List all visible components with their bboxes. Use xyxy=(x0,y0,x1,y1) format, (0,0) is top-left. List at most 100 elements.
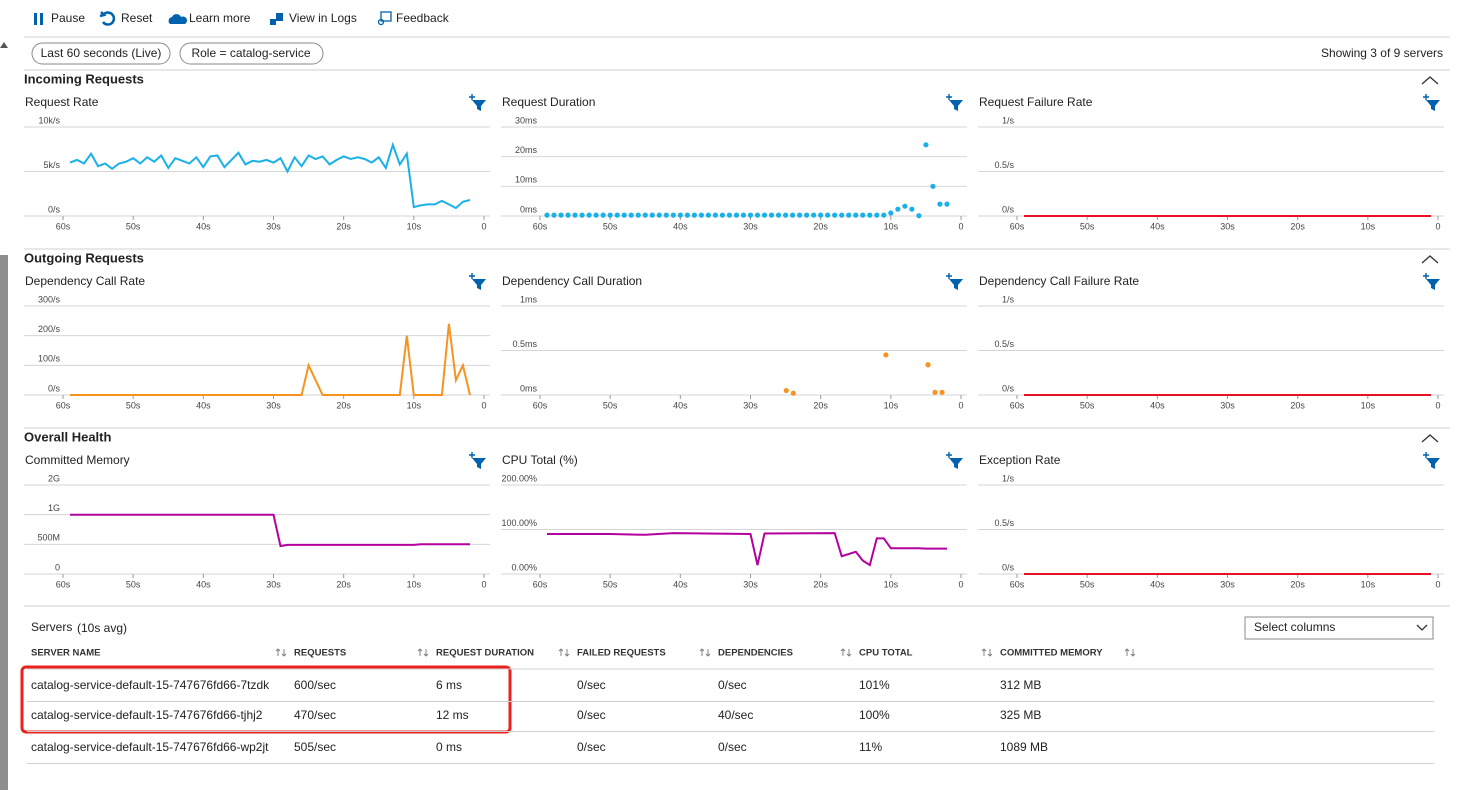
filter-plus[interactable] xyxy=(469,452,475,458)
x-tick-label: 0 xyxy=(958,400,963,410)
y-tick-label: 10k/s xyxy=(38,115,60,125)
collapse-chevron[interactable] xyxy=(1421,76,1439,85)
sort-icon[interactable] xyxy=(558,648,570,657)
filter-plus[interactable] xyxy=(1423,452,1429,458)
filter-plus[interactable] xyxy=(946,273,952,279)
data-point xyxy=(726,212,733,218)
column-header[interactable]: SERVER NAME xyxy=(31,648,101,659)
data-point xyxy=(698,212,704,218)
column-header[interactable]: REQUEST DURATION xyxy=(436,648,534,659)
toolbar-button[interactable]: Learn more xyxy=(189,11,251,25)
y-tick-label: 500M xyxy=(37,533,60,543)
toolbar-button[interactable]: Feedback xyxy=(396,11,450,25)
table-cell: 11% xyxy=(859,740,882,754)
time-filter[interactable]: Last 60 seconds (Live) xyxy=(41,46,162,60)
data-point xyxy=(565,212,571,218)
filter-plus[interactable] xyxy=(469,273,475,279)
sort-icon[interactable] xyxy=(699,648,711,657)
time-filter-pill[interactable] xyxy=(31,42,171,65)
x-tick-label: 50s xyxy=(126,579,141,589)
table-cell: 470/sec xyxy=(294,708,336,722)
table-cell: 1089 MB xyxy=(1000,740,1048,754)
collapse-chevron[interactable] xyxy=(1421,434,1439,443)
data-point xyxy=(551,212,557,218)
filter-icon[interactable] xyxy=(949,100,963,111)
filter-icon[interactable] xyxy=(1426,100,1440,111)
filter-plus[interactable] xyxy=(1423,94,1429,100)
scrollbar[interactable] xyxy=(0,255,8,790)
sort-icon[interactable] xyxy=(275,648,287,657)
data-point xyxy=(797,212,803,218)
x-tick-label: 40s xyxy=(1150,579,1165,589)
sort-icon[interactable] xyxy=(1124,648,1136,657)
x-tick-label: 50s xyxy=(603,221,618,231)
data-point xyxy=(656,212,662,218)
column-header[interactable]: REQUESTS xyxy=(294,648,346,659)
role-filter[interactable]: Role = catalog-service xyxy=(191,46,310,60)
collapse-chevron[interactable] xyxy=(1421,255,1439,264)
data-point xyxy=(628,212,634,218)
x-tick-label: 50s xyxy=(1080,221,1095,231)
role-filter-pill[interactable] xyxy=(179,42,324,65)
y-tick-label: 0.5/s xyxy=(994,339,1014,349)
filter-icon[interactable] xyxy=(949,458,963,469)
toolbar-button[interactable]: Pause xyxy=(51,11,85,25)
data-point xyxy=(775,212,782,218)
pause-icon[interactable] xyxy=(34,13,43,25)
logs-icon[interactable] xyxy=(270,13,283,25)
filter-icon[interactable] xyxy=(472,100,486,111)
x-tick-label: 0 xyxy=(958,221,963,231)
data-point xyxy=(635,212,641,218)
chart-title: Dependency Call Duration xyxy=(502,274,642,288)
x-tick-label: 20s xyxy=(813,400,828,410)
column-header[interactable]: FAILED REQUESTS xyxy=(577,648,666,659)
reset-icon[interactable] xyxy=(99,11,116,26)
filter-icon[interactable] xyxy=(1426,458,1440,469)
data-point xyxy=(937,201,943,207)
filter-icon[interactable] xyxy=(949,279,963,290)
y-tick-label: 0/s xyxy=(1002,562,1015,572)
data-point xyxy=(790,390,796,396)
data-point xyxy=(832,212,838,218)
data-point xyxy=(888,210,894,216)
filter-plus[interactable] xyxy=(469,94,475,100)
table-cell: 0/sec xyxy=(577,678,606,692)
sort-icon[interactable] xyxy=(981,648,993,657)
toolbar-button[interactable]: View in Logs xyxy=(289,11,357,25)
x-tick-label: 30s xyxy=(266,579,281,589)
column-header[interactable]: CPU TOTAL xyxy=(859,648,913,659)
series-line xyxy=(69,141,471,210)
feedback-icon[interactable] xyxy=(377,11,392,26)
x-tick-label: 30s xyxy=(743,221,758,231)
learn-icon[interactable] xyxy=(168,14,188,24)
data-point xyxy=(740,212,747,218)
chart-title: CPU Total (%) xyxy=(502,453,578,467)
table-cell: catalog-service-default-15-747676fd66-7t… xyxy=(31,678,270,692)
filter-icon[interactable] xyxy=(1426,279,1440,290)
data-point xyxy=(544,212,550,218)
filter-plus[interactable] xyxy=(946,94,952,100)
y-tick-label: 1/s xyxy=(1002,115,1015,125)
x-tick-label: 60s xyxy=(56,400,71,410)
filter-plus[interactable] xyxy=(946,452,952,458)
x-tick-label: 0 xyxy=(1435,579,1440,589)
data-point xyxy=(558,212,564,218)
data-point xyxy=(930,183,936,189)
data-point xyxy=(670,212,676,218)
sort-icon[interactable] xyxy=(417,648,429,657)
select-columns-dropdown[interactable] xyxy=(1244,616,1434,640)
sort-icon[interactable] xyxy=(840,648,852,657)
filter-plus[interactable] xyxy=(1423,273,1429,279)
data-point xyxy=(783,387,789,394)
toolbar-button[interactable]: Reset xyxy=(121,11,153,25)
column-header[interactable]: COMMITTED MEMORY xyxy=(1000,648,1103,659)
y-tick-label: 0/s xyxy=(1002,204,1015,214)
y-tick-label: 0/s xyxy=(48,383,61,393)
filter-icon[interactable] xyxy=(472,458,486,469)
filter-icon[interactable] xyxy=(472,279,486,290)
table-cell: 101% xyxy=(859,678,890,692)
table-cell: 40/sec xyxy=(718,708,753,722)
select-columns[interactable]: Select columns xyxy=(1254,620,1335,634)
column-header[interactable]: DEPENDENCIES xyxy=(718,648,793,659)
scroll-arrow[interactable] xyxy=(0,42,8,48)
